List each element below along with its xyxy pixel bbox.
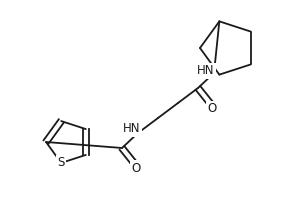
Text: HN: HN (123, 122, 141, 136)
Text: O: O (207, 102, 217, 116)
Text: S: S (58, 156, 65, 169)
Text: HN: HN (197, 64, 215, 77)
Text: O: O (131, 162, 141, 174)
